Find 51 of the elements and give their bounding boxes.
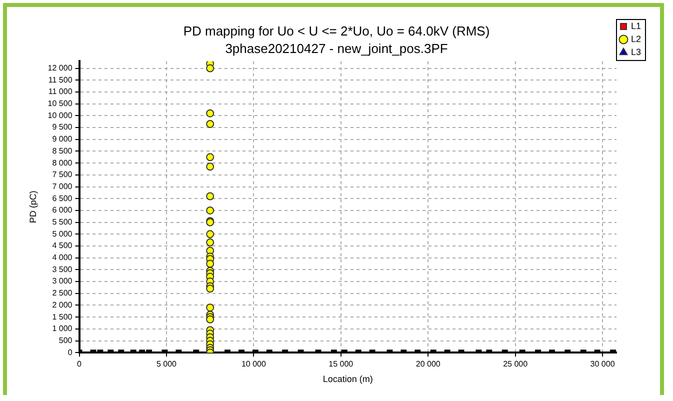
x-tick-label: 0 bbox=[77, 360, 82, 369]
y-tick-label: 11 000 bbox=[48, 87, 73, 96]
y-tick-label: 3 000 bbox=[52, 276, 73, 286]
y-tick-label: 8 000 bbox=[52, 158, 73, 168]
x-tick-label: 15 000 bbox=[328, 360, 354, 369]
y-axis-title: PD (pC) bbox=[28, 190, 38, 224]
y-tick-label: 9 000 bbox=[52, 134, 73, 144]
y-tick-label: 2 000 bbox=[52, 300, 73, 310]
y-tick-label: 1 500 bbox=[52, 312, 73, 322]
y-tick-label: 500 bbox=[58, 336, 73, 345]
y-tick-label: 6 500 bbox=[52, 194, 73, 203]
y-tick-label: 2 500 bbox=[52, 288, 73, 298]
y-tick-label: 1 000 bbox=[52, 324, 73, 334]
chart-subtitle: 3phase20210427 - new_joint_pos.3PF bbox=[225, 40, 448, 56]
point bbox=[206, 284, 214, 293]
y-tick-label: 9 500 bbox=[52, 122, 73, 132]
y-tick-label: 6 000 bbox=[52, 206, 73, 215]
point bbox=[206, 192, 214, 200]
y-tick-label: 7 000 bbox=[52, 182, 73, 191]
x-axis-title: Location (m) bbox=[322, 374, 373, 384]
y-tick-label: 12 000 bbox=[48, 64, 73, 73]
point bbox=[206, 304, 214, 312]
point bbox=[206, 162, 214, 171]
y-tick-label: 11 500 bbox=[48, 75, 73, 84]
y-tick-label: 5 000 bbox=[52, 229, 73, 238]
y-tick-label: 5 500 bbox=[52, 218, 73, 226]
point bbox=[206, 238, 214, 246]
x-tick-label: 25 000 bbox=[503, 360, 528, 369]
y-tick-label: 8 500 bbox=[52, 146, 73, 156]
point bbox=[206, 120, 214, 128]
point bbox=[206, 109, 214, 118]
chart-title: PD mapping for Uo < U <= 2*Uo, Uo = 64.0kV (RMS) bbox=[183, 23, 490, 38]
legend-label: L3 bbox=[630, 46, 642, 57]
y-tick-label: 7 500 bbox=[52, 170, 73, 180]
x-tick-label: 5 000 bbox=[156, 360, 178, 369]
legend-label: L1 bbox=[630, 20, 642, 31]
y-tick-label: 3 500 bbox=[52, 264, 73, 274]
x-tick-label: 30 000 bbox=[590, 360, 616, 369]
point bbox=[206, 230, 214, 238]
y-tick-label: 4 500 bbox=[52, 241, 73, 250]
y-tick-label: 10 500 bbox=[48, 99, 73, 108]
x-tick-label: 20 000 bbox=[416, 360, 441, 369]
y-tick-label: 0 bbox=[68, 348, 73, 357]
x-tick-label: 10 000 bbox=[241, 360, 266, 369]
point bbox=[206, 206, 214, 214]
point bbox=[206, 260, 214, 268]
y-tick-label: 4 000 bbox=[52, 253, 73, 262]
y-tick-label: 10 000 bbox=[48, 110, 73, 120]
legend-label: L2 bbox=[630, 34, 642, 44]
point bbox=[206, 64, 214, 72]
point bbox=[206, 153, 214, 162]
